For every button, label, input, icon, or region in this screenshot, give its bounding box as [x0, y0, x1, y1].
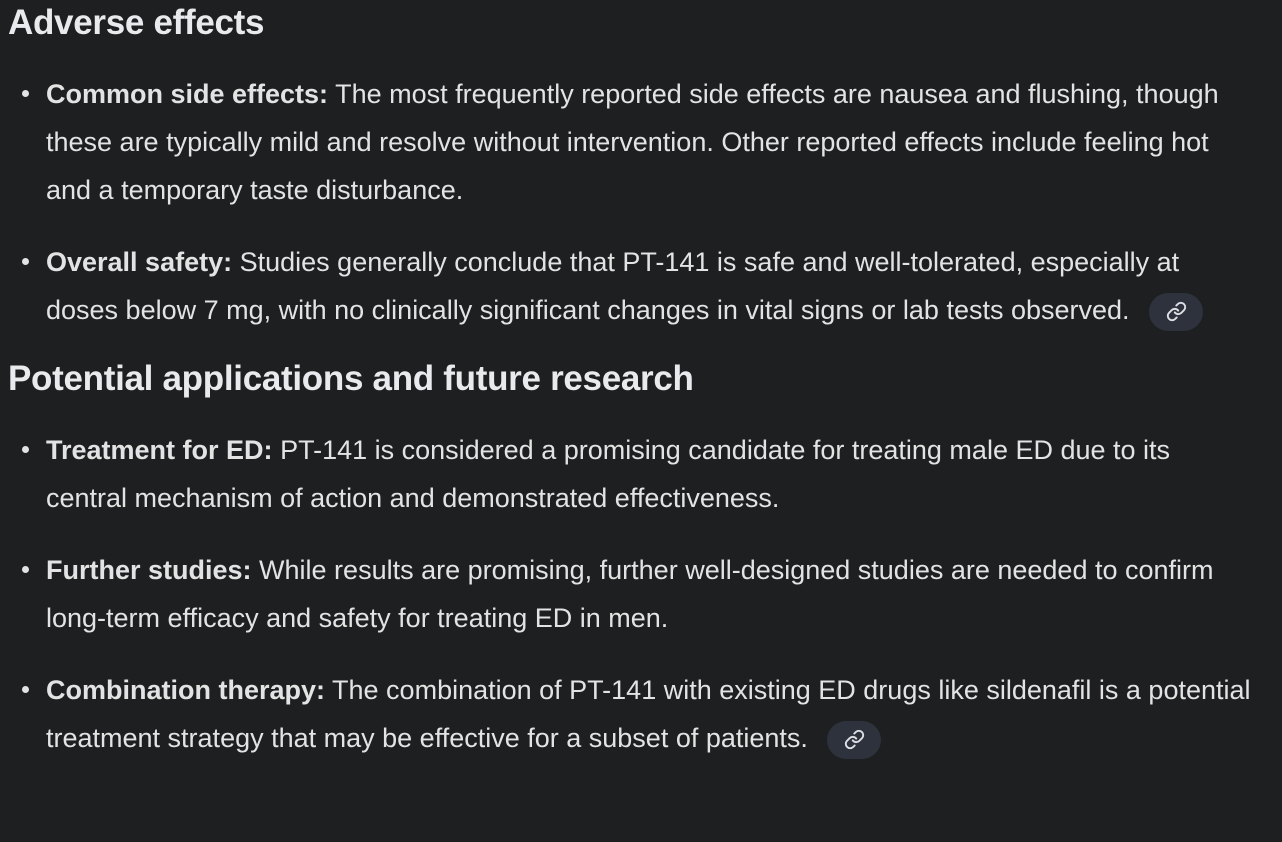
- section-adverse-effects: Adverse effects Common side effects: The…: [8, 0, 1256, 334]
- list-item: Common side effects: The most frequently…: [8, 70, 1256, 214]
- list-item: Further studies: While results are promi…: [8, 546, 1256, 642]
- section-heading: Adverse effects: [8, 3, 265, 42]
- link-icon: [1166, 302, 1186, 322]
- item-text: The combination of PT-141 with existing …: [46, 675, 1251, 753]
- list-item: Treatment for ED: PT-141 is considered a…: [8, 426, 1256, 522]
- source-link-chip[interactable]: [1149, 292, 1204, 331]
- section-heading: Potential applications and future resear…: [8, 359, 694, 398]
- item-label: Combination therapy:: [46, 675, 326, 705]
- section-potential-applications: Potential applications and future resear…: [8, 356, 1256, 762]
- source-link-chip[interactable]: [827, 720, 882, 759]
- item-label: Treatment for ED:: [46, 435, 273, 465]
- list-item: Overall safety: Studies generally conclu…: [8, 238, 1256, 334]
- item-text: Studies generally conclude that PT-141 i…: [46, 247, 1180, 325]
- item-text: PT-141 is considered a promising candida…: [46, 435, 1171, 513]
- item-label: Further studies:: [46, 555, 252, 585]
- item-text: The most frequently reported side effect…: [46, 79, 1219, 205]
- bullet-list: Treatment for ED: PT-141 is considered a…: [8, 426, 1256, 762]
- item-label: Overall safety:: [46, 247, 233, 277]
- bullet-list: Common side effects: The most frequently…: [8, 70, 1256, 334]
- link-icon: [844, 730, 865, 750]
- item-text: While results are promising, further wel…: [46, 555, 1214, 633]
- response-content: Adverse effects Common side effects: The…: [8, 0, 1256, 762]
- item-label: Common side effects:: [46, 79, 329, 109]
- list-item: Combination therapy: The combination of …: [8, 666, 1256, 762]
